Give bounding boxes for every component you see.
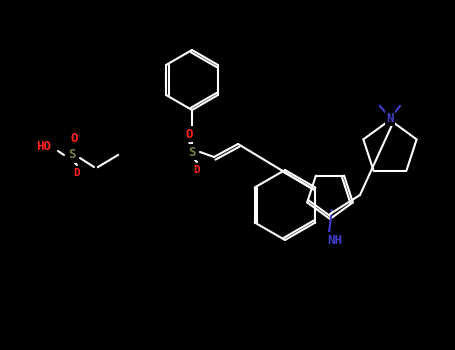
Text: D: D [194, 165, 200, 175]
Text: S: S [68, 148, 76, 161]
Text: HO: HO [36, 140, 51, 154]
Text: N: N [386, 112, 394, 125]
Text: NH: NH [328, 233, 343, 246]
Text: D: D [74, 168, 81, 178]
Text: O: O [70, 133, 78, 146]
Text: S: S [188, 146, 196, 159]
Text: O: O [185, 127, 193, 140]
